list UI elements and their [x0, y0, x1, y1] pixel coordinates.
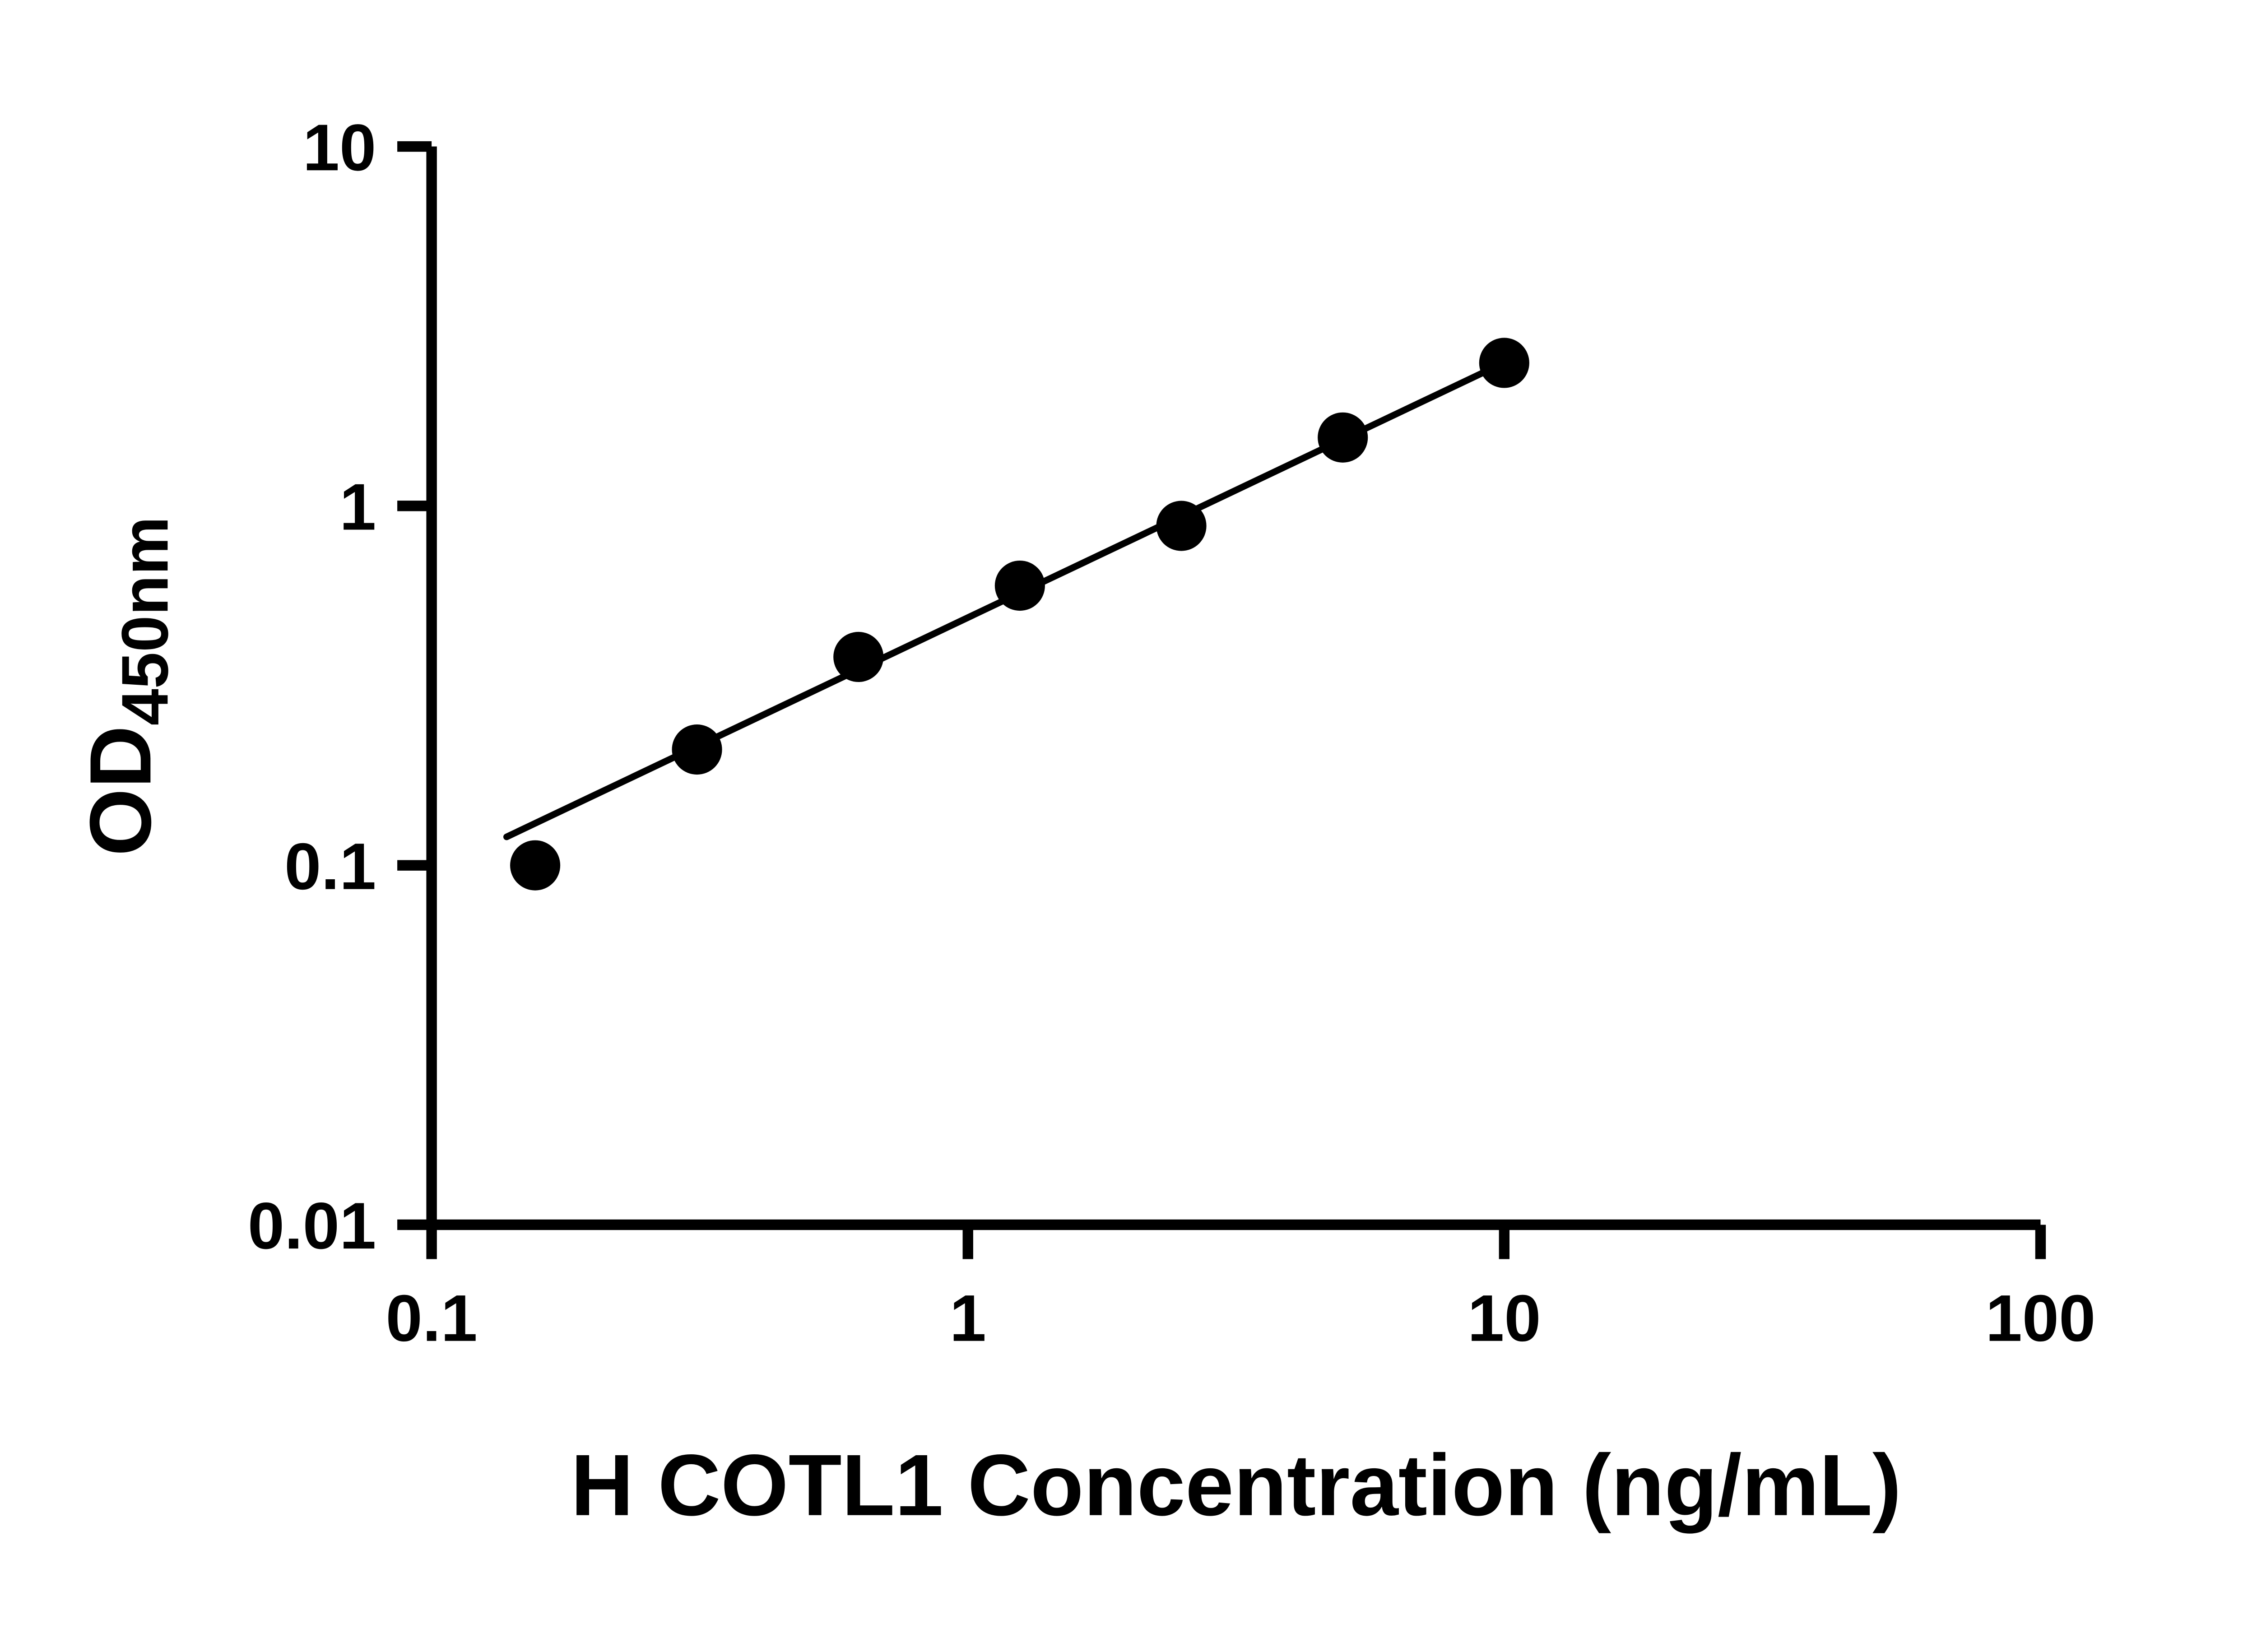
- data-point: [672, 724, 722, 775]
- y-axis-tick-label: 0.01: [248, 1189, 376, 1262]
- y-axis-title: OD450nm: [71, 516, 181, 856]
- data-point: [994, 560, 1045, 611]
- axes-lines: [426, 146, 2041, 1230]
- x-axis-title: H COTL1 Concentration (ng/mL): [571, 1436, 1901, 1534]
- data-point: [1156, 501, 1207, 551]
- x-axis-tick-label: 100: [1986, 1281, 2096, 1355]
- x-axis-tick-label: 10: [1468, 1281, 1541, 1355]
- data-point: [833, 631, 884, 682]
- data-point: [1318, 412, 1368, 463]
- data-point: [510, 840, 561, 891]
- x-axis-tick-label: 1: [950, 1281, 986, 1355]
- x-axis-tick-label: 0.1: [386, 1281, 478, 1355]
- y-axis-tick-label: 0.1: [284, 830, 376, 903]
- data-point: [1479, 338, 1529, 388]
- elisa-standard-curve-figure: 0.1 1 10 100 0.01 0.1 1 10 H COTL1 Concentration…: [71, 111, 2096, 1534]
- y-axis-tick-label: 10: [303, 111, 376, 184]
- y-axis-title-sub: 450nm: [108, 516, 181, 725]
- y-axis-title-main: OD: [71, 725, 169, 856]
- y-axis-tick-label: 1: [339, 470, 376, 543]
